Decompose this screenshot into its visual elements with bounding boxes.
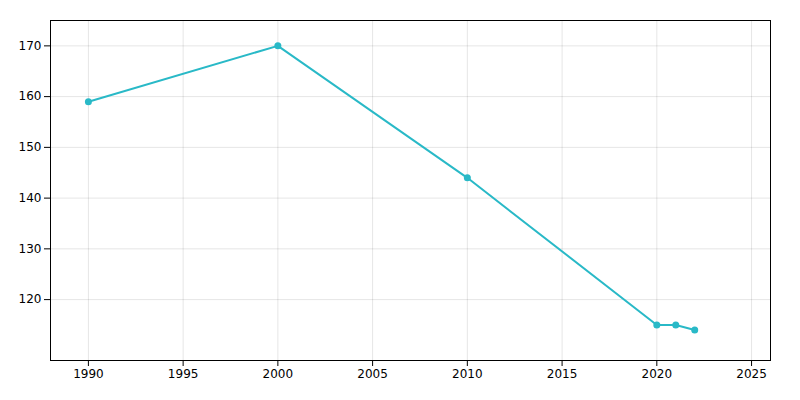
svg-text:2005: 2005 [357, 367, 388, 381]
svg-text:160: 160 [19, 89, 42, 103]
svg-text:120: 120 [19, 292, 42, 306]
svg-text:1990: 1990 [73, 367, 104, 381]
svg-text:2000: 2000 [263, 367, 294, 381]
svg-text:170: 170 [19, 39, 42, 53]
svg-text:1995: 1995 [168, 367, 199, 381]
svg-text:2010: 2010 [452, 367, 483, 381]
svg-text:2020: 2020 [642, 367, 673, 381]
svg-text:2025: 2025 [736, 367, 767, 381]
svg-text:130: 130 [19, 242, 42, 256]
svg-text:140: 140 [19, 191, 42, 205]
svg-text:2015: 2015 [547, 367, 578, 381]
svg-text:150: 150 [19, 140, 42, 154]
